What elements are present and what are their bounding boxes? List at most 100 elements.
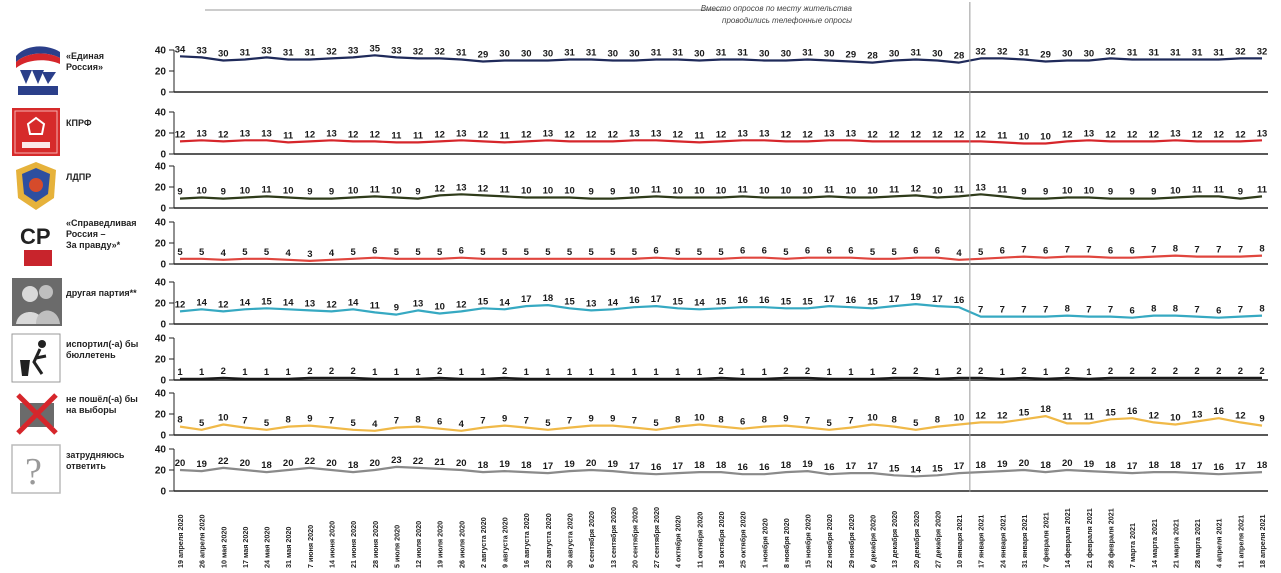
data-label: 20 [369, 458, 380, 469]
data-label: 1 [870, 367, 876, 378]
data-label: 1 [459, 367, 465, 378]
data-label: 30 [824, 49, 835, 60]
data-label: 19 [997, 459, 1008, 470]
data-label: 7 [1021, 305, 1026, 316]
data-label: 1 [264, 367, 270, 378]
data-label: 10 [218, 413, 229, 424]
data-label: 7 [480, 416, 485, 427]
series-line-2 [179, 193, 1263, 200]
data-label: 10 [932, 186, 943, 197]
series-line-0 [179, 54, 1262, 64]
data-label: 18 [716, 460, 727, 471]
data-label: 30 [694, 49, 705, 60]
data-label: 12 [975, 410, 986, 421]
x-tick-label: 14 февраля 2021 [1063, 508, 1072, 568]
data-label: 20 [326, 458, 337, 469]
x-tick-label: 14 марта 2021 [1150, 519, 1159, 568]
data-label: 12 [716, 129, 727, 140]
data-label: 9 [589, 414, 594, 425]
data-label: 4 [221, 248, 227, 259]
data-label: 31 [651, 47, 662, 58]
data-label: 31 [586, 47, 597, 58]
data-label: 10 [434, 302, 445, 313]
data-label: 17 [824, 294, 835, 305]
y-tick-label: 0 [160, 376, 166, 387]
data-label: 2 [502, 366, 507, 377]
data-label: 22 [218, 456, 229, 467]
data-label: 18 [1257, 460, 1268, 471]
data-label: 5 [632, 247, 638, 258]
note-line-1: Вместо опросов по месту жительства [701, 4, 853, 13]
data-label: 12 [672, 129, 683, 140]
x-tick-label: 1 ноября 2020 [760, 518, 769, 568]
sr-logo: СР [18, 218, 58, 268]
data-label: 18 [1040, 404, 1051, 415]
data-label: 8 [891, 415, 896, 426]
data-label: 7 [1086, 305, 1091, 316]
party-label-line: За правду»* [66, 240, 121, 250]
data-label: 7 [1238, 245, 1243, 256]
data-label: 1 [545, 367, 551, 378]
data-label: 30 [499, 49, 510, 60]
data-label: 6 [805, 246, 810, 257]
data-label: 7 [1086, 245, 1091, 256]
data-label: 16 [759, 295, 770, 306]
x-tick-label: 27 сентября 2020 [652, 507, 661, 568]
data-label: 8 [177, 415, 182, 426]
party-label-4: другая партия** [66, 288, 137, 298]
data-label: 16 [651, 462, 662, 473]
data-label: 15 [867, 296, 878, 307]
data-label: 18 [781, 460, 792, 471]
data-label: 31 [1149, 47, 1160, 58]
data-label: 5 [524, 247, 530, 258]
data-label: 7 [329, 416, 334, 427]
data-label: 15 [261, 296, 272, 307]
data-label: 7 [1108, 305, 1113, 316]
data-label: 10 [1170, 186, 1181, 197]
data-label: 12 [175, 129, 186, 140]
x-tick-label: 25 октября 2020 [739, 511, 748, 568]
data-label: 16 [1213, 406, 1224, 417]
data-label: 32 [1257, 46, 1268, 57]
data-label: 2 [783, 366, 788, 377]
x-tick-label: 26 апреля 2020 [198, 515, 207, 568]
data-label: 9 [1043, 187, 1048, 198]
y-tick-label: 40 [155, 389, 167, 400]
data-label: 13 [586, 298, 597, 309]
data-label: 10 [196, 186, 207, 197]
data-label: 31 [305, 47, 316, 58]
data-label: 2 [1238, 366, 1243, 377]
data-label: 9 [610, 414, 615, 425]
data-label: 10 [240, 186, 251, 197]
x-tick-label: 4 октября 2020 [674, 515, 683, 568]
data-label: 7 [1043, 305, 1048, 316]
party-label-line: «Справедливая [66, 218, 137, 228]
data-label: 31 [910, 47, 921, 58]
data-label: 16 [1213, 462, 1224, 473]
data-label: 18 [1040, 460, 1051, 471]
data-label: 13 [1257, 128, 1268, 139]
data-label: 3 [307, 249, 312, 260]
data-label: 12 [586, 129, 597, 140]
data-label: 28 [867, 51, 878, 62]
data-label: 30 [1084, 49, 1095, 60]
data-label: 8 [1259, 304, 1264, 315]
data-label: 8 [935, 415, 940, 426]
data-label: 12 [802, 129, 813, 140]
x-tick-label: 29 ноября 2020 [847, 514, 856, 568]
data-label: 13 [456, 182, 467, 193]
data-label: 23 [391, 455, 402, 466]
y-tick-label: 0 [160, 487, 166, 498]
data-label: 12 [305, 129, 316, 140]
data-label: 1 [199, 367, 205, 378]
data-label: 9 [783, 414, 788, 425]
data-label: 9 [1130, 187, 1135, 198]
party-label-line: не пошёл(-а) бы [66, 394, 138, 404]
x-tick-label: 16 августа 2020 [522, 513, 531, 568]
data-label: 6 [1000, 246, 1005, 257]
data-label: 5 [415, 247, 421, 258]
data-label: 8 [1151, 304, 1156, 315]
